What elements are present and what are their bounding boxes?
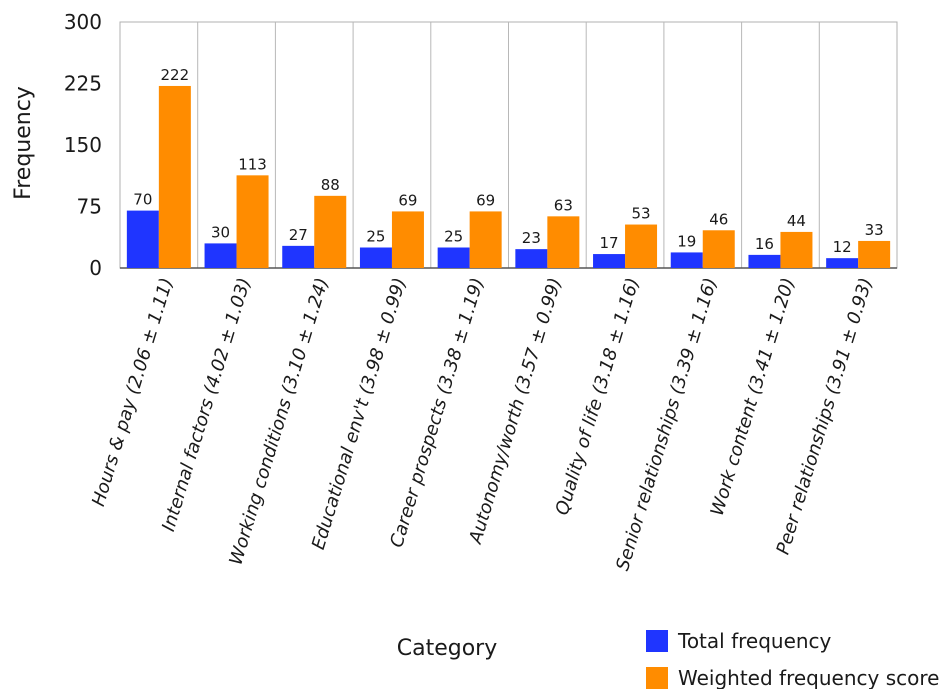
data-label: 30	[211, 223, 230, 241]
bar-weighted-frequency	[702, 230, 735, 268]
x-tick-label: Hours & pay (2.06 ± 1.11)	[88, 275, 178, 509]
bar-total-frequency	[515, 249, 548, 268]
bar-weighted-frequency	[469, 211, 502, 268]
bar-weighted-frequency	[858, 240, 891, 268]
bar-total-frequency	[359, 247, 392, 268]
bar-weighted-frequency	[314, 195, 347, 268]
bar-total-frequency	[748, 254, 781, 268]
data-label: 33	[865, 221, 884, 239]
x-axis-title: Category	[397, 636, 498, 661]
legend: Total frequency Weighted frequency score	[646, 629, 939, 689]
x-tick-label: Peer relationships (3.91 ± 0.93)	[773, 275, 877, 557]
bar-weighted-frequency	[236, 175, 269, 268]
y-axis-ticks: 0 75 150 225 300	[64, 10, 102, 280]
value-labels: 70 222 30 113 27 88 25 69 25 69 23 63 17 53 19 46 16 44 12…	[133, 66, 883, 256]
x-tick-label: Autonomy/worth (3.57 ± 0.99)	[465, 275, 566, 547]
bar-weighted-frequency	[547, 216, 580, 268]
x-tick-label: Internal factors (4.02 ± 1.03)	[158, 275, 255, 534]
bar-total-frequency	[670, 252, 703, 268]
x-tick-label: Work content (3.41 ± 1.20)	[707, 275, 800, 518]
data-label: 222	[161, 66, 190, 84]
legend-label: Total frequency	[677, 629, 832, 653]
data-label: 69	[398, 191, 417, 209]
y-axis-title: Frequency	[11, 86, 36, 200]
data-label: 25	[366, 228, 385, 246]
bar-total-frequency	[126, 210, 159, 268]
x-tick-label: Educational env't (3.98 ± 0.99)	[308, 275, 411, 552]
data-label: 25	[444, 228, 463, 246]
y-tick-label: 0	[89, 256, 102, 280]
x-tick-label: Career prospects (3.38 ± 1.19)	[386, 275, 488, 550]
bar-total-frequency	[282, 245, 315, 268]
data-label: 16	[755, 235, 774, 253]
legend-label: Weighted frequency score	[678, 666, 939, 689]
data-label: 63	[554, 196, 573, 214]
bar-total-frequency	[437, 247, 470, 268]
bar-weighted-frequency	[391, 211, 424, 268]
data-label: 27	[289, 226, 308, 244]
data-label: 88	[321, 176, 340, 194]
data-label: 44	[787, 212, 806, 230]
bar-weighted-frequency	[625, 224, 658, 268]
bar-total-frequency	[593, 254, 626, 268]
y-tick-label: 225	[64, 72, 102, 96]
bar-weighted-frequency	[780, 231, 813, 268]
y-tick-label: 150	[64, 133, 102, 157]
legend-swatch	[646, 630, 668, 652]
legend-swatch	[646, 667, 668, 689]
bar-total-frequency	[204, 243, 237, 268]
bar-total-frequency	[826, 258, 859, 268]
data-label: 23	[522, 229, 541, 247]
data-label: 69	[476, 191, 495, 209]
x-axis-ticks: Hours & pay (2.06 ± 1.11)Internal factor…	[88, 275, 877, 573]
x-tick-label: Quality of life (3.18 ± 1.16)	[552, 275, 644, 517]
bars	[126, 85, 891, 269]
data-label: 12	[833, 238, 852, 256]
y-tick-label: 75	[77, 195, 102, 219]
data-label: 17	[600, 234, 619, 252]
y-tick-label: 300	[64, 10, 102, 34]
data-label: 53	[632, 205, 651, 223]
data-label: 46	[709, 210, 728, 228]
bar-weighted-frequency	[158, 85, 191, 269]
data-label: 19	[677, 232, 696, 250]
data-label: 113	[238, 155, 267, 173]
data-label: 70	[133, 191, 152, 209]
